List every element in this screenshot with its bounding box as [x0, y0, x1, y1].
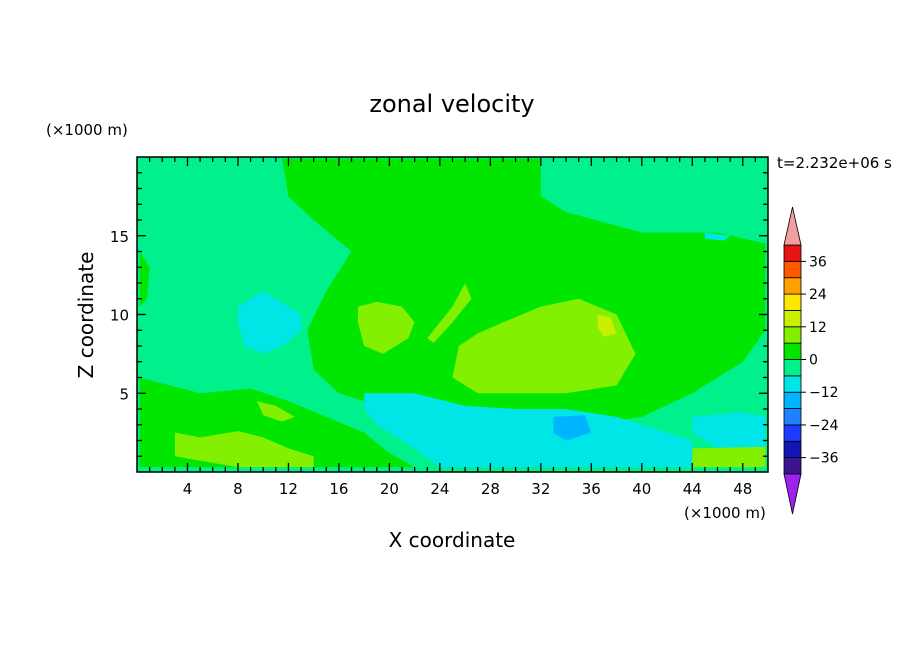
x-tick-label: 4: [183, 480, 193, 498]
colorbar-extend-max: [783, 206, 802, 246]
y-unit-label: (×1000 m): [46, 121, 128, 139]
colorbar-band: [783, 424, 802, 442]
contour-region-11: [256, 401, 295, 422]
colorbar-tick-label: −24: [809, 418, 839, 434]
contour-region-6: [364, 393, 693, 468]
x-tick-label: 48: [733, 480, 752, 498]
contour-region-13: [139, 251, 150, 307]
plot-area: [137, 157, 768, 472]
x-tick-label: 20: [380, 480, 399, 498]
colorbar: 36 24 12 0 −12 −24 −36: [783, 206, 839, 515]
colorbar-tick-label: 12: [809, 320, 827, 336]
colorbar-band: [783, 293, 802, 311]
colorbar-band: [783, 277, 802, 295]
colorbar-band: [783, 440, 802, 459]
contour-region-1: [452, 298, 636, 394]
x-axis-label: X coordinate: [389, 528, 516, 552]
contour-region-2: [357, 301, 415, 354]
contour-region-0: [282, 158, 766, 425]
contour-region-5: [238, 290, 302, 354]
x-tick-label: 40: [632, 480, 651, 498]
colorbar-band: [783, 260, 802, 279]
colorbar-band: [783, 457, 802, 475]
contour-region-14: [704, 232, 731, 241]
colorbar-band: [783, 408, 802, 426]
y-axis-label: Z coordinate: [74, 252, 98, 379]
contour-region-8: [692, 412, 766, 449]
colorbar-tick-label: 0: [809, 353, 818, 369]
colorbar-tick-label: 24: [809, 287, 827, 303]
colorbar-extend-min: [783, 473, 802, 515]
x-tick-label: 28: [481, 480, 500, 498]
x-tick-label: 32: [531, 480, 550, 498]
x-tick-label: 16: [329, 480, 348, 498]
chart-title: zonal velocity: [369, 90, 534, 118]
y-tick-label: 5: [119, 385, 129, 403]
x-tick-label: 44: [683, 480, 702, 498]
colorbar-band: [783, 391, 802, 409]
colorbar-tick-label: 36: [809, 254, 827, 270]
contour-region-12: [692, 446, 766, 468]
x-tick-label: 12: [279, 480, 298, 498]
colorbar-band: [783, 244, 802, 262]
colorbar-band: [783, 375, 802, 393]
contour-region-4: [597, 314, 617, 337]
x-tick-label: 8: [233, 480, 243, 498]
colorbar-tick-label: −12: [809, 385, 839, 401]
y-tick-label: 15: [110, 228, 129, 246]
contour-region-10: [174, 431, 314, 468]
contour-region-3: [427, 283, 472, 343]
x-tick-label: 24: [430, 480, 449, 498]
colorbar-tick-label: −36: [809, 451, 839, 467]
colorbar-band: [783, 326, 802, 344]
x-unit-label: (×1000 m): [684, 504, 766, 522]
time-label: t=2.232e+06 s: [777, 154, 892, 172]
x-tick-label: 36: [582, 480, 601, 498]
colorbar-band: [783, 342, 802, 360]
y-tick-label: 10: [110, 307, 129, 325]
colorbar-band: [783, 359, 802, 377]
colorbar-band: [783, 310, 802, 328]
contour-region-7: [553, 415, 592, 441]
